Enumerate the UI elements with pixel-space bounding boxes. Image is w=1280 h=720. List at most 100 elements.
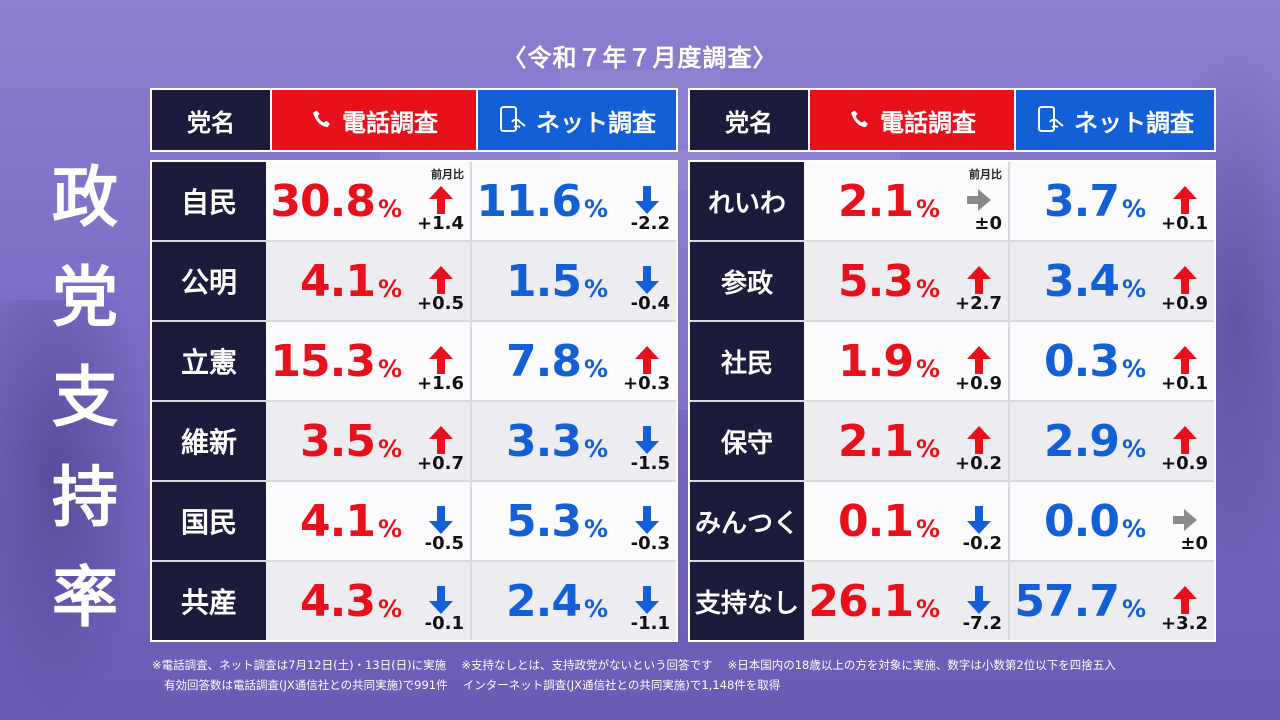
change-value: +1.4: [417, 213, 464, 234]
change-indicator: -0.1: [410, 582, 466, 638]
change-value: +0.2: [955, 453, 1002, 474]
change-indicator: -0.2: [948, 502, 1004, 558]
party-name: 公明: [152, 242, 266, 320]
percent-unit: %: [1121, 515, 1146, 543]
net-cell: 1.5% -0.4: [470, 242, 676, 320]
net-rate: 3.3: [506, 416, 582, 467]
phone-cell: 3.5% +0.7: [266, 402, 470, 480]
change-indicator: -0.3: [616, 502, 672, 558]
phone-value: 4.3%: [300, 580, 402, 624]
net-rate: 2.4: [506, 576, 582, 627]
table-row: みんつく 0.1% -0.2 0.0% ±0: [690, 482, 1214, 562]
phone-cell: 30.8% 前月比 +1.4: [266, 162, 470, 240]
change-value: +0.9: [1161, 293, 1208, 314]
percent-unit: %: [915, 195, 940, 223]
net-rate: 0.0: [1044, 496, 1120, 547]
net-value: 11.6%: [476, 180, 608, 224]
net-cell: 3.3% -1.5: [470, 402, 676, 480]
phone-cell: 4.1% -0.5: [266, 482, 470, 560]
party-name: 立憲: [152, 322, 266, 400]
phone-cell: 1.9% +0.9: [804, 322, 1008, 400]
change-value: +0.9: [955, 373, 1002, 394]
table-row: 保守 2.1% +0.2 2.9% +0.9: [690, 402, 1214, 482]
header-net-survey: ネット調査: [1016, 90, 1214, 150]
phone-value: 15.3%: [270, 340, 402, 384]
net-cell: 0.0% ±0: [1008, 482, 1214, 560]
net-value: 2.4%: [506, 580, 608, 624]
phone-cell: 4.1% +0.5: [266, 242, 470, 320]
phone-cell: 26.1% -7.2: [804, 562, 1008, 640]
arrow-up-icon: [1173, 426, 1197, 454]
net-cell: 5.3% -0.3: [470, 482, 676, 560]
table-row: 社民 1.9% +0.9 0.3% +0.1: [690, 322, 1214, 402]
net-rate: 2.9: [1044, 416, 1120, 467]
change-value: -0.4: [630, 293, 670, 314]
header-party: 党名: [690, 90, 810, 150]
change-label: 前月比: [431, 168, 464, 181]
vertical-title-char: 政: [52, 159, 118, 236]
change-indicator: +3.2: [1154, 582, 1210, 638]
table-row: 国民 4.1% -0.5 5.3% -0.3: [152, 482, 676, 562]
change-indicator: +0.7: [410, 422, 466, 478]
net-rate: 5.3: [506, 496, 582, 547]
net-rate: 3.7: [1044, 176, 1120, 227]
net-cell: 3.7% +0.1: [1008, 162, 1214, 240]
arrow-up-icon: [967, 426, 991, 454]
phone-rate: 15.3: [270, 336, 376, 387]
arrow-right-icon: [1173, 509, 1197, 531]
change-indicator: ±0: [1154, 502, 1210, 558]
change-value: +1.6: [417, 373, 464, 394]
header-phone-label: 電話調査: [342, 108, 438, 137]
net-value: 57.7%: [1014, 580, 1146, 624]
change-value: ±0: [974, 213, 1002, 234]
table-row: れいわ 2.1% 前月比 ±0 3.7% +0.1: [690, 162, 1214, 242]
change-value: +2.7: [955, 293, 1002, 314]
net-rate: 3.4: [1044, 256, 1120, 307]
phone-value: 5.3%: [838, 260, 940, 304]
change-indicator: +0.5: [410, 262, 466, 318]
percent-unit: %: [1121, 195, 1146, 223]
table-row: 維新 3.5% +0.7 3.3% -1.5: [152, 402, 676, 482]
right-panel: 党名 電話調査 ネット調査 れいわ 2.1% 前月比 ±0 3.7% +0.1 参政 5.3%…: [688, 88, 1216, 642]
change-indicator: -1.5: [616, 422, 672, 478]
change-indicator: -0.5: [410, 502, 466, 558]
change-indicator: -2.2: [616, 182, 672, 238]
change-value: -1.5: [630, 453, 670, 474]
net-rate: 0.3: [1044, 336, 1120, 387]
header-phone-label: 電話調査: [880, 108, 976, 137]
phone-rate: 0.1: [838, 496, 914, 547]
net-rate: 7.8: [506, 336, 582, 387]
phone-value: 30.8%: [270, 180, 402, 224]
change-indicator: +0.9: [948, 342, 1004, 398]
percent-unit: %: [377, 195, 402, 223]
left-table-rows: 自民 30.8% 前月比 +1.4 11.6% -2.2 公明 4.1% +0.5 1.5% -0.…: [150, 160, 678, 642]
arrow-up-icon: [967, 266, 991, 294]
percent-unit: %: [915, 435, 940, 463]
party-name: 社民: [690, 322, 804, 400]
net-value: 3.4%: [1044, 260, 1146, 304]
percent-unit: %: [915, 275, 940, 303]
net-cell: 11.6% -2.2: [470, 162, 676, 240]
smartphone-icon: [1038, 106, 1064, 132]
net-value: 3.3%: [506, 420, 608, 464]
change-value: -0.1: [424, 613, 464, 634]
arrow-down-icon: [429, 506, 453, 534]
phone-rate: 3.5: [300, 416, 376, 467]
right-table-rows: れいわ 2.1% 前月比 ±0 3.7% +0.1 参政 5.3% +2.7 3.4% +0.9 社民…: [688, 160, 1216, 642]
header-net-label: ネット調査: [1074, 108, 1194, 137]
phone-value: 2.1%: [838, 420, 940, 464]
arrow-up-icon: [1173, 586, 1197, 614]
net-cell: 2.4% -1.1: [470, 562, 676, 640]
percent-unit: %: [1121, 435, 1146, 463]
percent-unit: %: [1121, 275, 1146, 303]
arrow-up-icon: [1173, 266, 1197, 294]
arrow-up-icon: [429, 426, 453, 454]
net-value: 0.3%: [1044, 340, 1146, 384]
survey-title: 〈令和７年７月度調査〉: [502, 44, 778, 72]
table-row: 公明 4.1% +0.5 1.5% -0.4: [152, 242, 676, 322]
footnote-response-count: 有効回答数は電話調査(JX通信社との共同実施)で991件 インターネット調査(J…: [164, 678, 781, 692]
percent-unit: %: [377, 355, 402, 383]
header-party: 党名: [152, 90, 272, 150]
vertical-title: 政 党 支 持 率: [40, 158, 130, 638]
vertical-title-char: 支: [52, 359, 118, 436]
